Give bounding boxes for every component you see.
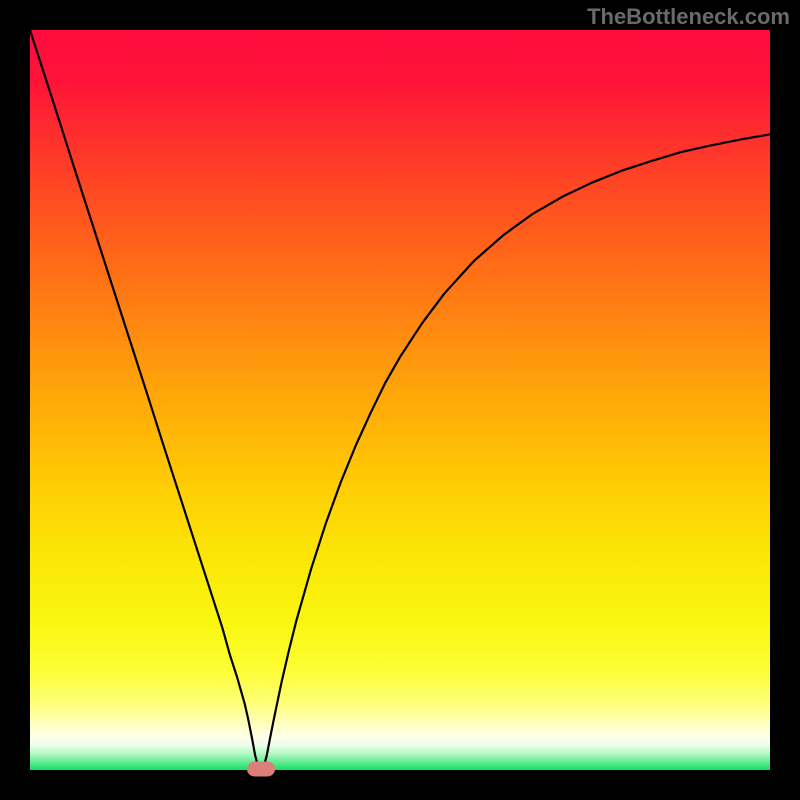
optimal-marker xyxy=(247,761,275,776)
bottleneck-curve xyxy=(30,30,770,770)
watermark-text: TheBottleneck.com xyxy=(587,4,790,30)
plot-area xyxy=(30,30,770,770)
